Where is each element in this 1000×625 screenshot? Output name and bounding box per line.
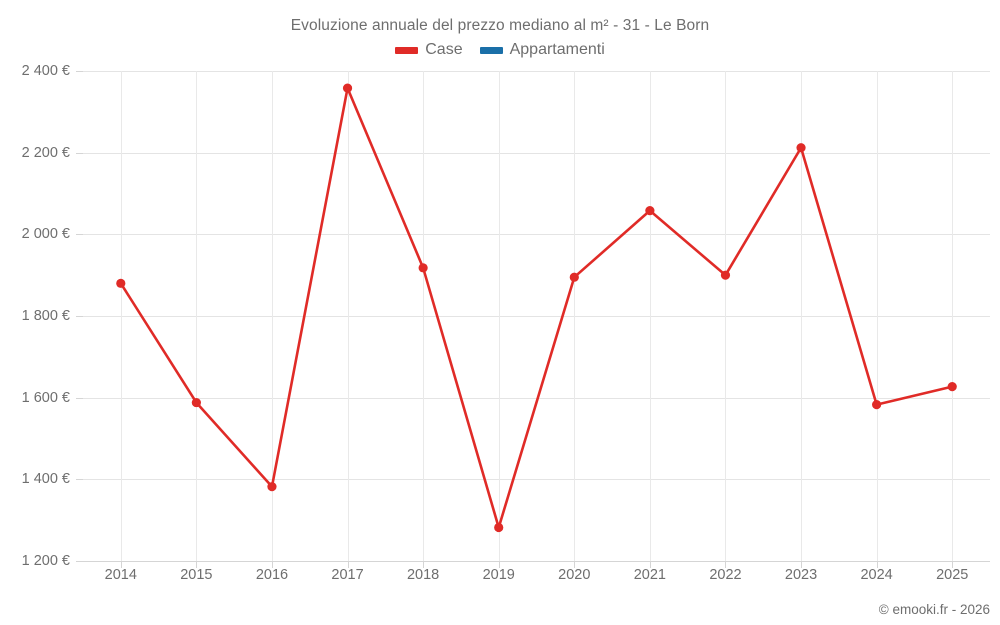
gridline-vertical <box>196 71 198 561</box>
legend-swatch-case <box>395 46 419 54</box>
chart-title: Evoluzione annuale del prezzo mediano al… <box>290 17 710 34</box>
data-point[interactable] <box>872 400 882 410</box>
data-point[interactable] <box>191 397 201 408</box>
x-axis-tick-label: 2018 <box>406 567 440 583</box>
gridline-horizontal <box>83 152 990 154</box>
x-axis-tick-mark <box>347 561 349 568</box>
gridline-horizontal <box>83 316 990 317</box>
legend-label-appartamenti: Appartamenti <box>509 41 605 58</box>
data-point[interactable] <box>796 143 806 153</box>
x-axis-tick-label: 2020 <box>558 567 591 583</box>
x-axis-tick-mark <box>498 561 500 568</box>
x-axis-tick-label: 2014 <box>104 567 137 583</box>
y-axis-tick-label: 2 200 € <box>21 144 70 161</box>
y-axis-tick-mark <box>76 479 83 481</box>
gridline-horizontal <box>83 71 990 72</box>
gridline-vertical <box>120 71 122 561</box>
chart-legend: Case Appartamenti <box>0 41 1000 59</box>
x-axis-tick-mark <box>196 561 198 568</box>
y-axis-tick-label: 2 400 € <box>21 63 70 79</box>
legend-label-case: Case <box>425 41 463 58</box>
y-axis-tick-mark <box>76 316 83 317</box>
data-point[interactable] <box>418 263 428 273</box>
data-point[interactable] <box>342 83 353 93</box>
plot-area <box>83 71 990 562</box>
x-axis-tick-mark <box>725 561 727 568</box>
copyright-credit: © emooki.fr - 2026 <box>878 602 990 617</box>
data-point[interactable] <box>267 482 277 492</box>
legend-item-case[interactable]: Case <box>395 41 463 59</box>
gridline-vertical <box>649 71 651 561</box>
x-axis-tick-mark <box>952 561 954 568</box>
gridline-horizontal <box>83 234 990 236</box>
gridline-vertical <box>423 71 425 561</box>
gridline-vertical <box>876 71 878 561</box>
x-axis-tick-label: 2016 <box>255 567 289 583</box>
legend-swatch-appartamenti <box>479 46 503 54</box>
y-axis-tick-label: 1 400 € <box>21 471 70 488</box>
x-axis-tick-label: 2017 <box>331 567 364 583</box>
y-axis-tick-label: 1 600 € <box>21 389 70 406</box>
gridline-vertical <box>725 71 727 561</box>
x-axis-tick-label: 2021 <box>633 567 666 583</box>
y-axis-tick-mark <box>76 397 83 399</box>
series-line-case <box>119 86 954 529</box>
data-point[interactable] <box>947 382 957 392</box>
x-axis-tick-mark <box>120 561 122 568</box>
x-axis-line <box>83 561 990 562</box>
y-axis-tick-label: 2 000 € <box>21 226 70 243</box>
gridline-vertical <box>801 71 803 561</box>
x-axis-tick-mark <box>271 561 273 568</box>
x-axis-tick-label: 2015 <box>180 567 213 583</box>
data-point[interactable] <box>720 270 731 280</box>
data-point[interactable] <box>569 272 579 282</box>
gridline-vertical <box>347 71 349 561</box>
x-axis-tick-label: 2019 <box>482 567 515 583</box>
y-axis-tick-label: 1 200 € <box>21 553 70 569</box>
x-axis-tick-label: 2022 <box>709 567 742 583</box>
data-point[interactable] <box>116 278 126 288</box>
y-axis-tick-mark <box>76 71 83 72</box>
y-axis-tick-mark <box>76 561 83 562</box>
y-axis-tick-mark <box>76 234 83 236</box>
gridline-horizontal <box>83 479 990 481</box>
series-layer <box>116 83 957 533</box>
x-axis-tick-label: 2023 <box>784 567 818 583</box>
data-point[interactable] <box>645 206 655 216</box>
gridline-vertical <box>952 71 954 561</box>
gridline-vertical <box>574 71 576 561</box>
gridline-vertical <box>498 71 500 561</box>
y-axis-tick-mark <box>76 152 83 154</box>
gridline-vertical <box>271 71 273 561</box>
data-point[interactable] <box>494 522 504 533</box>
x-axis-tick-mark <box>876 561 878 568</box>
x-axis-tick-mark <box>574 561 576 568</box>
x-axis-tick-label: 2025 <box>936 567 969 583</box>
x-axis-tick-label: 2024 <box>860 567 893 583</box>
x-axis-tick-mark <box>423 561 425 568</box>
y-axis-tick-label: 1 800 € <box>21 308 70 324</box>
x-axis-tick-mark <box>649 561 651 568</box>
x-axis-tick-mark <box>801 561 803 568</box>
legend-item-appartamenti[interactable]: Appartamenti <box>479 41 605 59</box>
